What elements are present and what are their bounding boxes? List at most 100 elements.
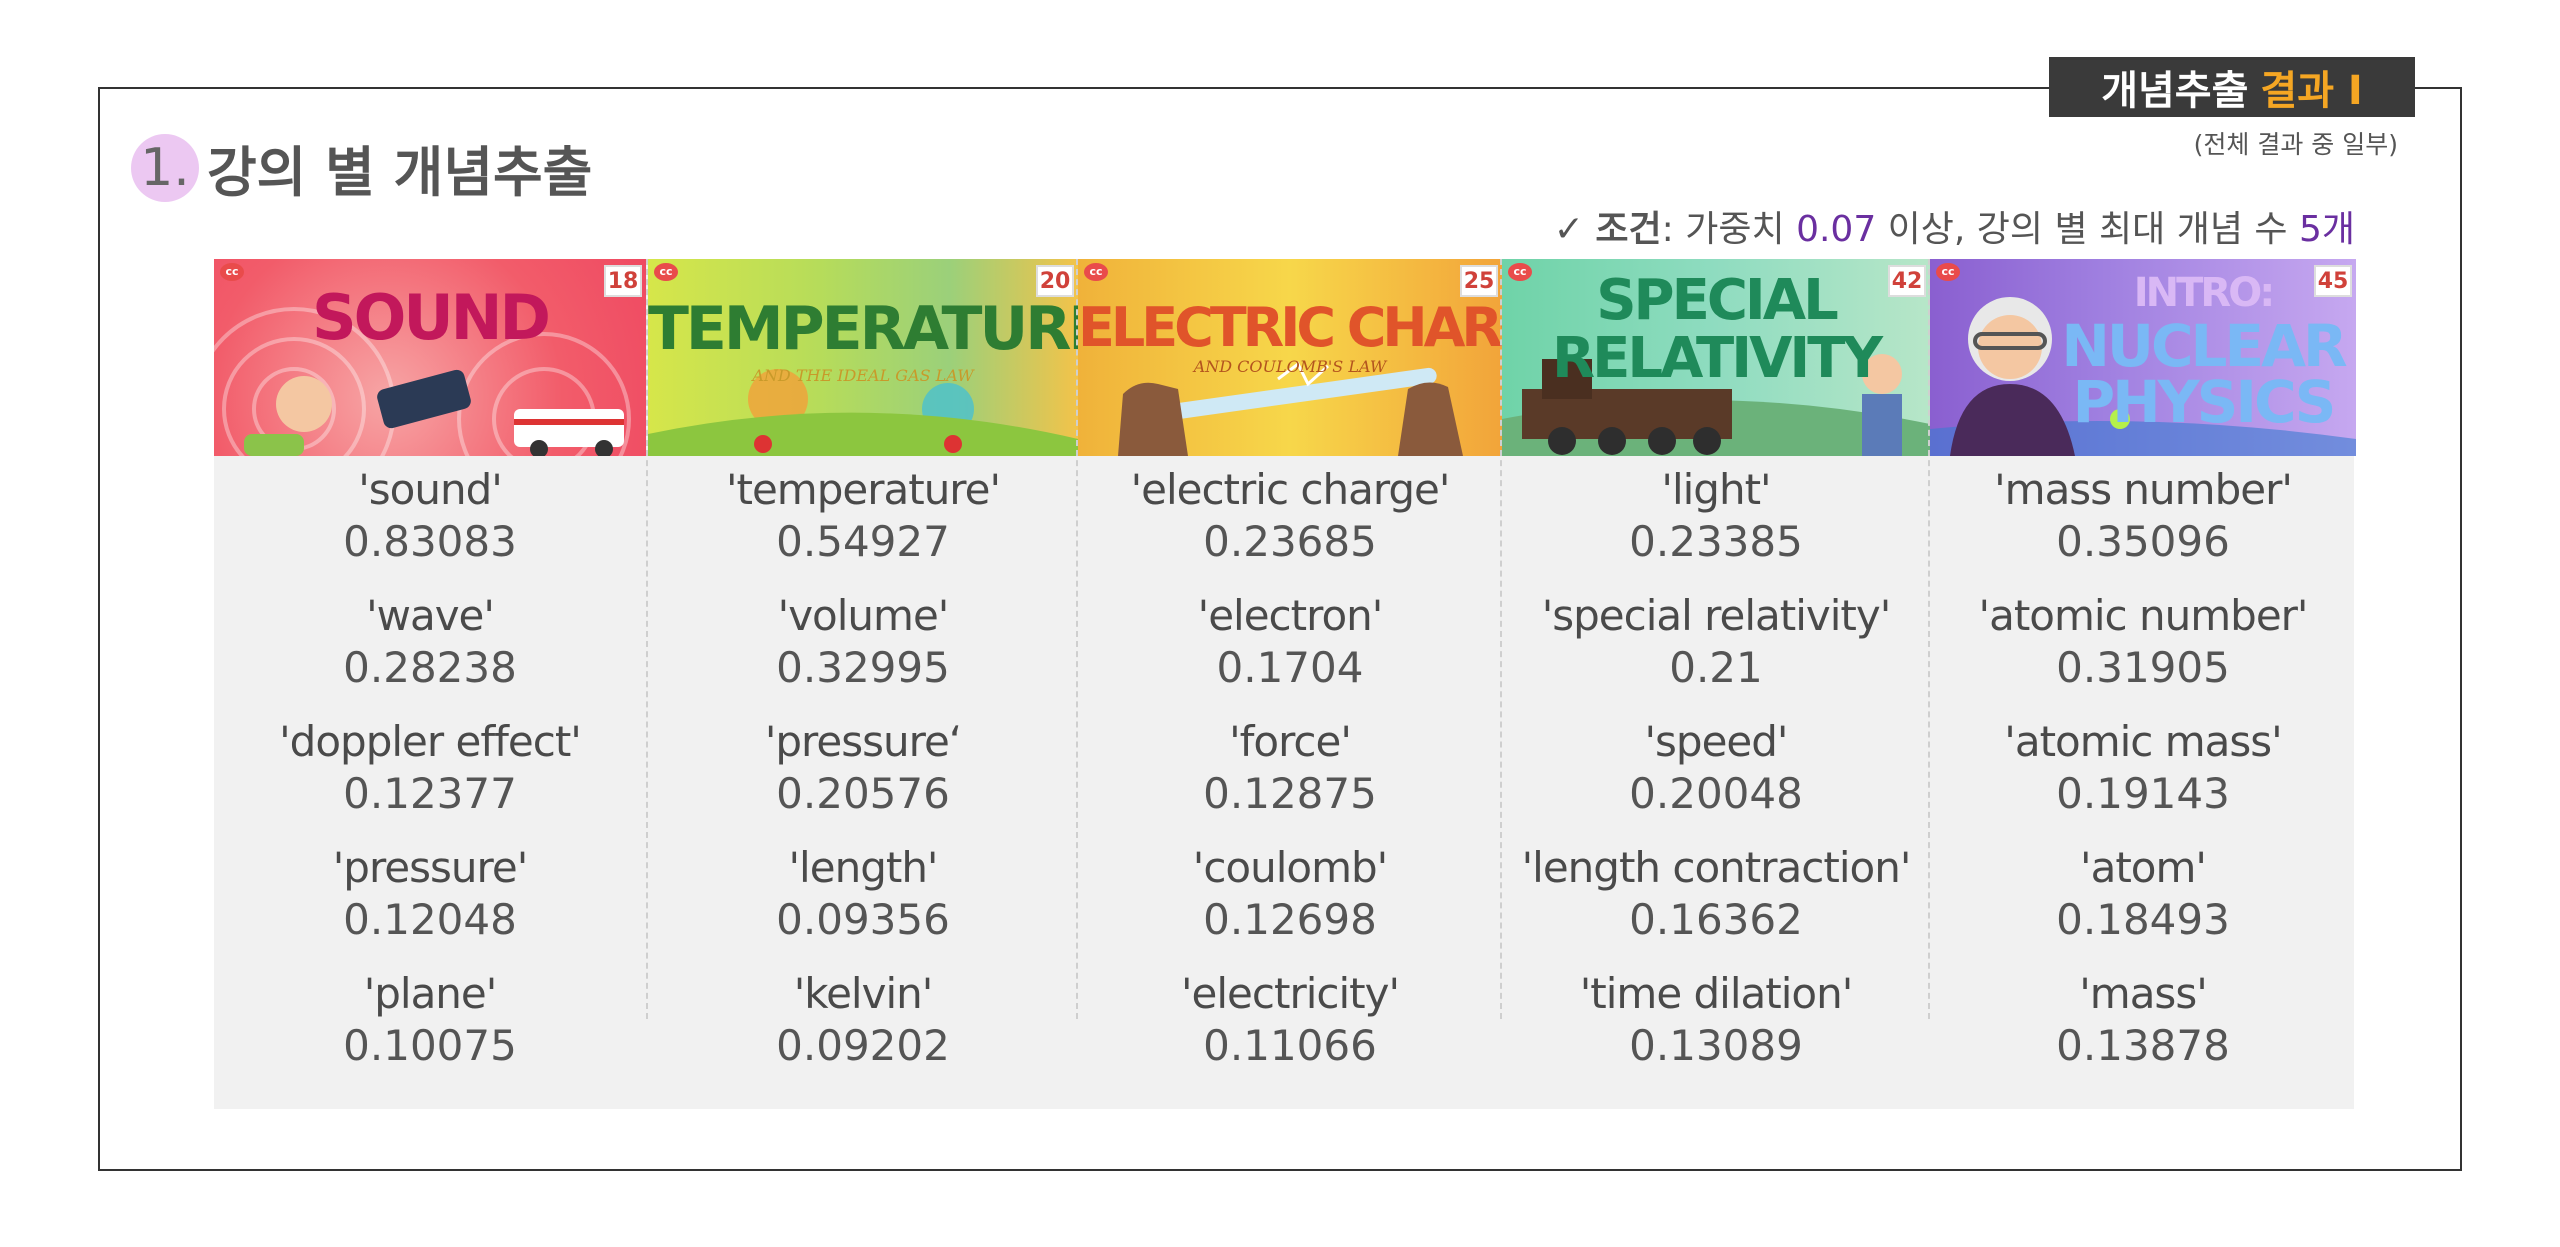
lecture-thumbnail: ELECTRIC CHARGE AND COULOMB'S LAW cc 25 — [1078, 259, 1502, 456]
episode-number: 25 — [1460, 265, 1498, 297]
concept-weight: 0.83083 — [343, 517, 517, 566]
concept-weight: 0.09202 — [776, 1021, 950, 1070]
crashcourse-logo-icon: cc — [1084, 263, 1112, 285]
concept-term: 'volume' — [777, 591, 950, 640]
concept-term: 'atomic mass' — [2004, 717, 2282, 766]
crashcourse-logo-icon: cc — [1936, 263, 1964, 285]
concept-term: 'doppler effect' — [279, 717, 582, 766]
concept-weight: 0.16362 — [1629, 895, 1803, 944]
concept-weight: 0.23385 — [1629, 517, 1803, 566]
concept-weight: 0.20048 — [1629, 769, 1803, 818]
concept-weight: 0.32995 — [776, 643, 950, 692]
concept-weight: 0.20576 — [776, 769, 950, 818]
concept-list: 'sound' 0.83083 'wave' 0.28238 'doppler … — [214, 465, 646, 1095]
lecture-thumbnail: SPECIAL RELATIVITY cc 42 — [1502, 259, 1930, 456]
concept-term: 'time dilation' — [1579, 969, 1854, 1018]
thumbnail-title-line3: PHYSICS — [2072, 368, 2337, 436]
concept-weight: 0.13878 — [2056, 1021, 2230, 1070]
episode-number: 42 — [1888, 265, 1926, 297]
concept-term: 'electricity' — [1180, 969, 1400, 1018]
lecture-column-sound: SOUND cc 18 'sound' 0.83083 'wave' 0.282… — [214, 259, 646, 1070]
episode-number: 45 — [2314, 265, 2352, 297]
concept-term: 'kelvin' — [793, 969, 934, 1018]
check-icon: ✓ — [1553, 209, 1584, 250]
concept-term: 'coulomb' — [1192, 843, 1388, 892]
concept-list: 'mass number' 0.35096 'atomic number' 0.… — [1930, 465, 2356, 1095]
thumbnail-title: INTRO: — [2133, 270, 2275, 316]
concept-term: 'plane' — [363, 969, 498, 1018]
concept-term: 'light' — [1661, 465, 1771, 514]
concept-list: 'light' 0.23385 'special relativity' 0.2… — [1502, 465, 1930, 1095]
concept-term: 'electric charge' — [1130, 465, 1451, 514]
lecture-thumbnail: TEMPERATURE AND THE IDEAL GAS LAW cc 20 — [648, 259, 1078, 456]
lecture-column-electric-charge: ELECTRIC CHARGE AND COULOMB'S LAW cc 25 … — [1076, 259, 1502, 1070]
concept-term: 'force' — [1229, 717, 1352, 766]
concept-list: 'electric charge' 0.23685 'electron' 0.1… — [1078, 465, 1502, 1095]
sound-waves-illustration — [214, 307, 631, 456]
concept-term: 'sound' — [358, 465, 503, 514]
train-illustration — [1502, 354, 1930, 456]
thumbnail-title: SOUND — [311, 281, 551, 354]
scientist-illustration — [1930, 297, 2356, 456]
condition-weight-text: : 가중치 — [1661, 209, 1797, 250]
concept-weight: 0.11066 — [1203, 1021, 1377, 1070]
concept-term: 'length contraction' — [1521, 843, 1912, 892]
concept-weight: 0.12048 — [343, 895, 517, 944]
gas-particles-illustration — [648, 369, 1078, 456]
thumbnail-subtitle: AND COULOMB'S LAW — [1193, 357, 1387, 376]
thumbnail-subtitle: AND THE IDEAL GAS LAW — [752, 366, 974, 385]
concept-weight: 0.12377 — [343, 769, 517, 818]
concept-weight: 0.12698 — [1203, 895, 1377, 944]
lecture-column-temperature: TEMPERATURE AND THE IDEAL GAS LAW cc 20 … — [646, 259, 1078, 1070]
concept-table: SOUND cc 18 'sound' 0.83083 'wave' 0.282… — [214, 259, 2356, 1109]
concept-weight: 0.54927 — [776, 517, 950, 566]
concept-term: 'wave' — [366, 591, 495, 640]
charged-rod-illustration — [1118, 361, 1463, 456]
concept-weight: 0.28238 — [343, 643, 517, 692]
concept-weight: 0.23685 — [1203, 517, 1377, 566]
thumbnail-title: SPECIAL — [1596, 268, 1839, 333]
condition-max-count: 5개 — [2298, 209, 2355, 250]
crashcourse-logo-icon: cc — [220, 263, 248, 285]
concept-term: 'atom' — [2080, 843, 2207, 892]
concept-term: 'atomic number' — [1978, 591, 2309, 640]
page-title: 강의 별 개념추출 — [207, 141, 593, 204]
concept-term: 'speed' — [1644, 717, 1789, 766]
concept-term: 'pressure‘ — [764, 717, 962, 766]
concept-term: 'mass number' — [1994, 465, 2293, 514]
concept-weight: 0.1704 — [1216, 643, 1364, 692]
concept-weight: 0.19143 — [2056, 769, 2230, 818]
thumbnail-title-line2: NUCLEAR — [2061, 312, 2347, 380]
lecture-thumbnail: INTRO: NUCLEAR PHYSICS cc 45 — [1930, 259, 2356, 456]
concept-weight: 0.21 — [1669, 643, 1763, 692]
section-badge: 개념추출 결과 I — [2049, 57, 2415, 117]
partial-results-note: (전체 결과 중 일부) — [2193, 130, 2398, 159]
condition-weight-value: 0.07 — [1796, 209, 1877, 250]
concept-weight: 0.31905 — [2056, 643, 2230, 692]
thumbnail-title: ELECTRIC CHARGE — [1078, 296, 1502, 359]
concept-term: 'mass' — [2079, 969, 2208, 1018]
section-heading: 1. 강의 별 개념추출 — [131, 128, 592, 207]
lecture-column-special-relativity: SPECIAL RELATIVITY cc 42 'light' 0.23385… — [1500, 259, 1930, 1070]
condition-label: 조건 — [1595, 209, 1662, 250]
content-frame — [98, 87, 2462, 1171]
badge-accent: 결과 I — [2260, 68, 2363, 114]
thumbnail-title: TEMPERATURE — [648, 294, 1078, 364]
concept-weight: 0.13089 — [1629, 1021, 1803, 1070]
concept-term: 'special relativity' — [1541, 591, 1892, 640]
condition-max-text: 이상, 강의 별 최대 개념 수 — [1876, 209, 2299, 250]
episode-number: 20 — [1036, 265, 1074, 297]
concept-list: 'temperature' 0.54927 'volume' 0.32995 '… — [648, 465, 1078, 1095]
thumbnail-title-line2: RELATIVITY — [1551, 326, 1883, 391]
concept-weight: 0.18493 — [2056, 895, 2230, 944]
lecture-column-nuclear-physics: INTRO: NUCLEAR PHYSICS cc 45 'mass numbe… — [1928, 259, 2356, 1070]
extraction-condition: ✓ 조건: 가중치 0.07 이상, 강의 별 최대 개념 수 5개 — [1554, 200, 2355, 252]
concept-weight: 0.09356 — [776, 895, 950, 944]
concept-weight: 0.10075 — [343, 1021, 517, 1070]
concept-weight: 0.35096 — [2056, 517, 2230, 566]
lecture-thumbnail: SOUND cc 18 — [214, 259, 646, 456]
concept-term: 'length' — [788, 843, 939, 892]
concept-term: 'pressure' — [332, 843, 529, 892]
section-number: 1. — [131, 133, 199, 202]
crashcourse-logo-icon: cc — [1508, 263, 1536, 285]
